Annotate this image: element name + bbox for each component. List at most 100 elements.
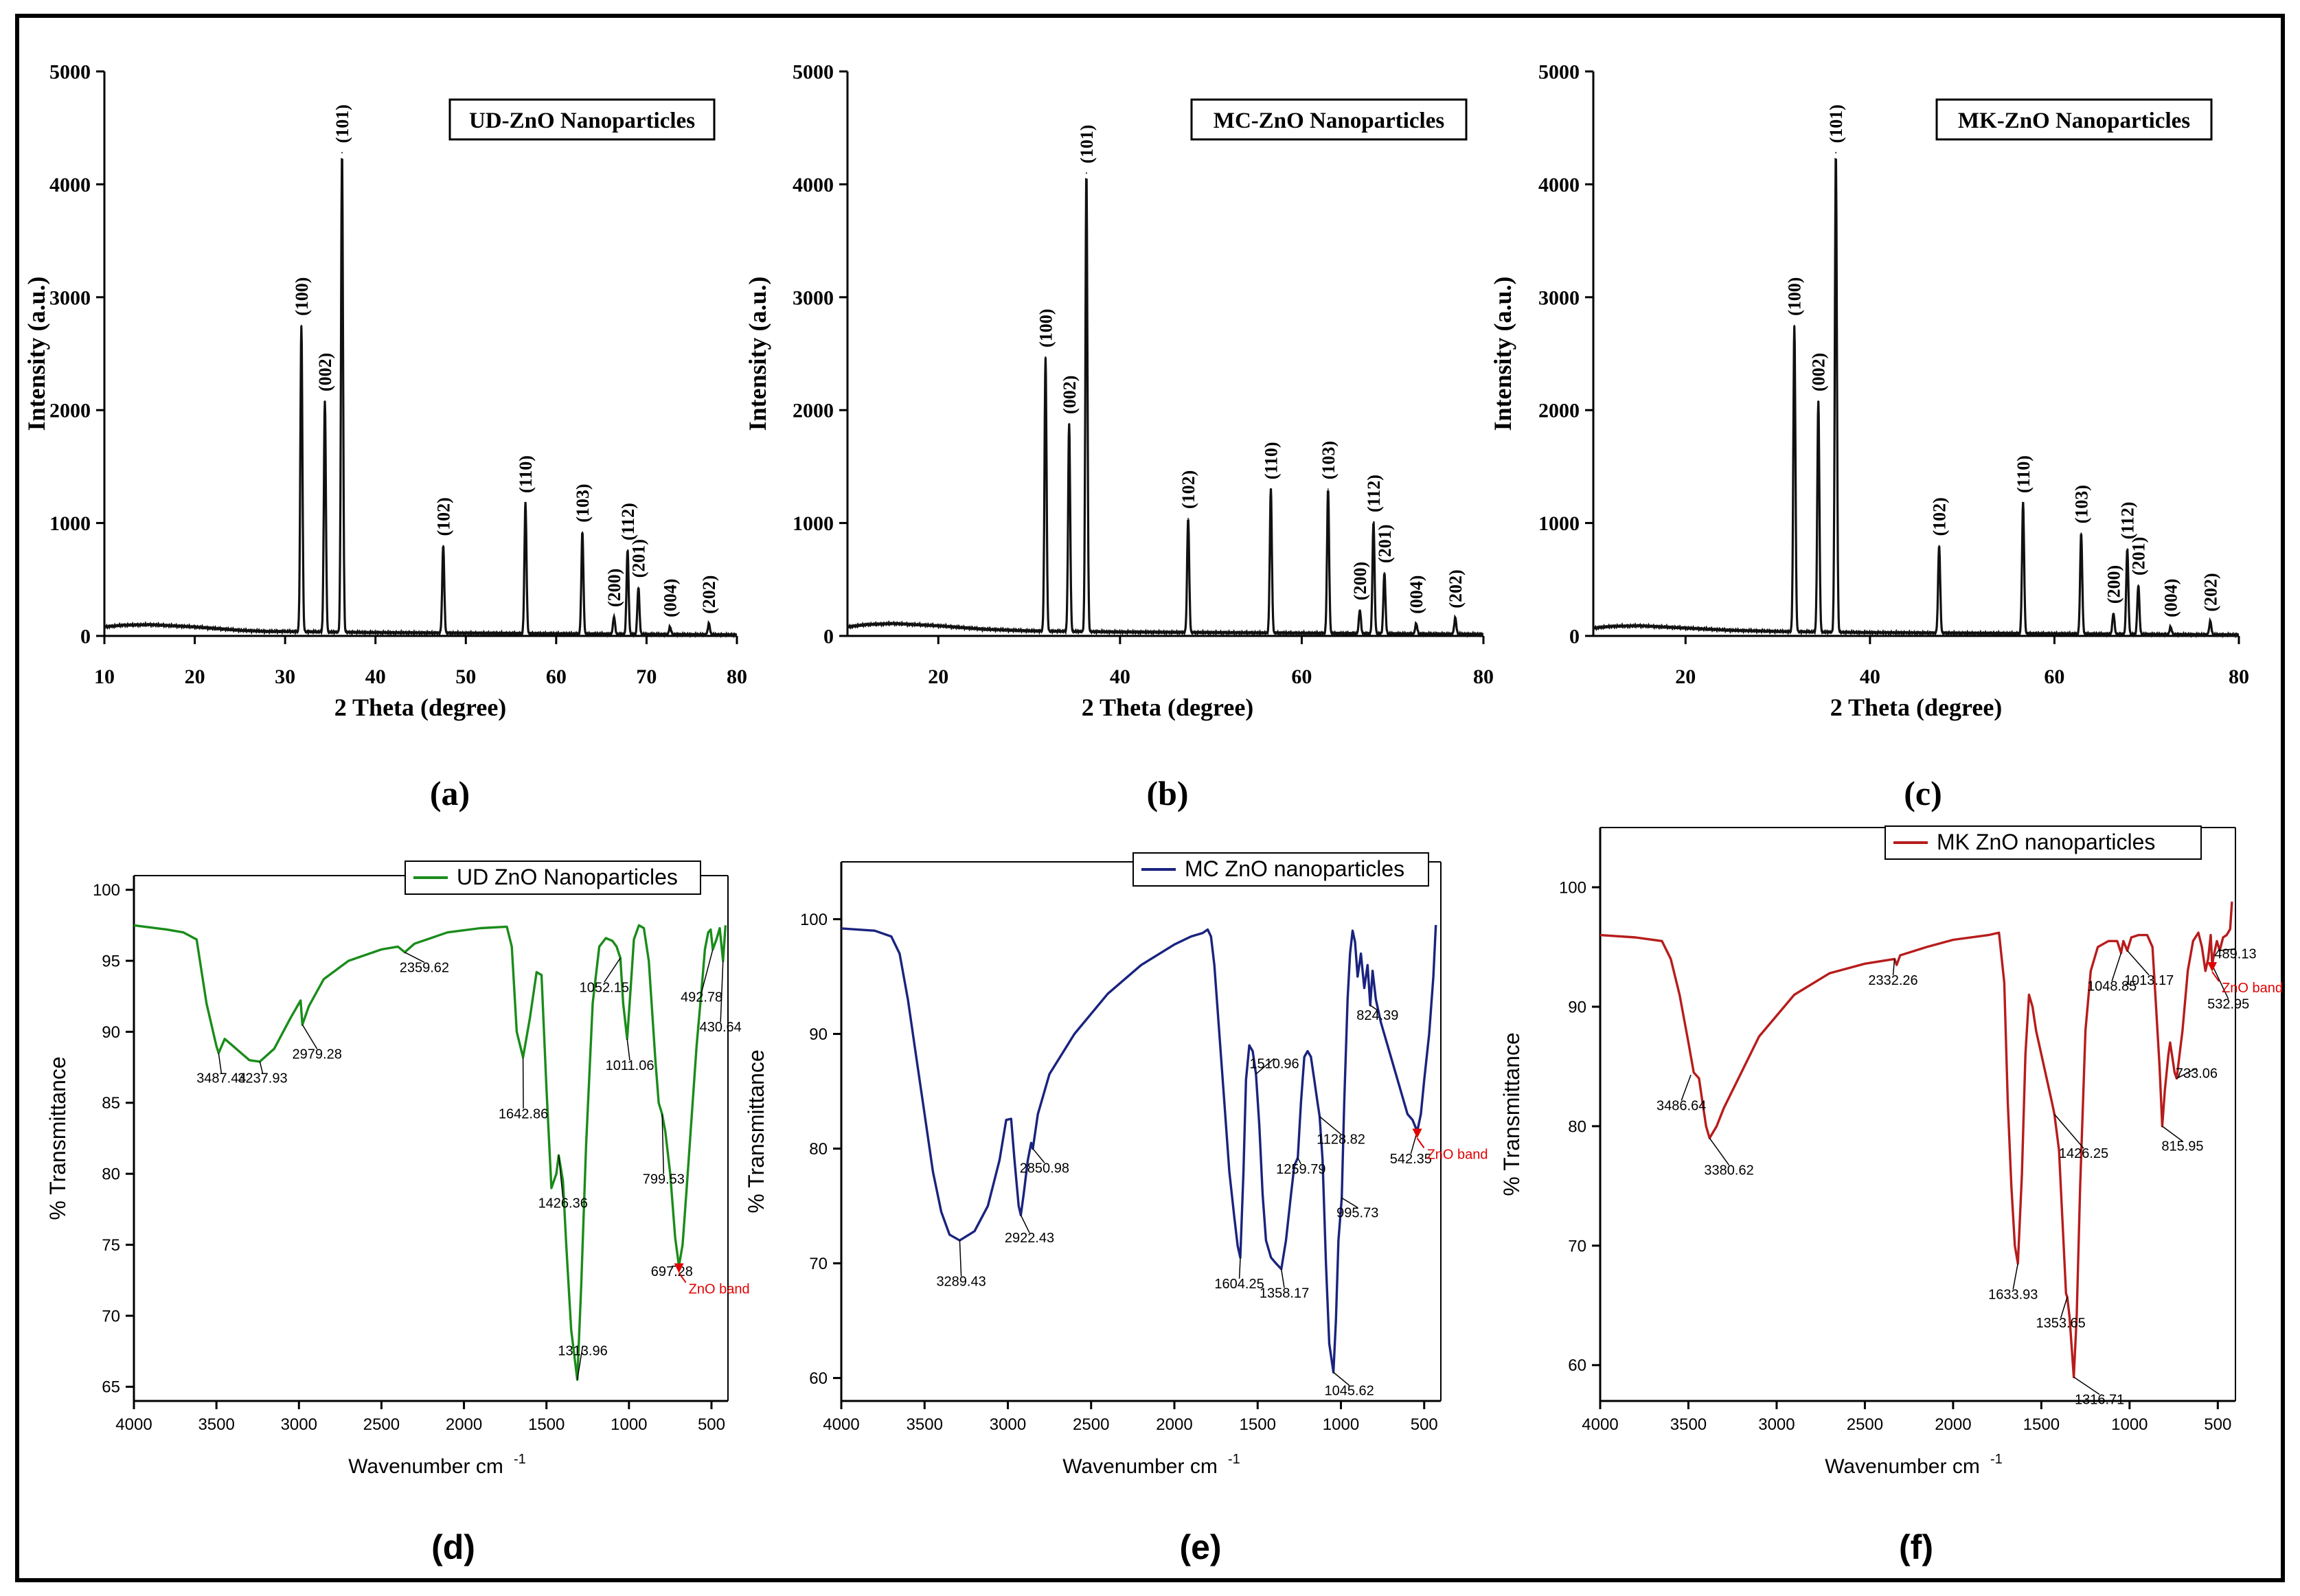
x-tick-label: 500: [698, 1415, 725, 1434]
annotation-leader: [1681, 1074, 1692, 1101]
y-axis-label: % Transmittance: [1499, 1032, 1524, 1196]
peak-point: [300, 324, 302, 326]
annotation-leader: [558, 1155, 564, 1198]
zno-band-arrow: [1412, 1128, 1422, 1139]
y-tick-label: 1000: [1538, 512, 1580, 535]
peak-annotation: 1642.86: [499, 1106, 548, 1121]
title-box: [1190, 98, 1468, 141]
peak-label: (100): [292, 277, 312, 316]
peak-point: [637, 586, 639, 589]
peak-annotation: 2332.26: [1868, 973, 1917, 988]
y-axis-label: % Transmittance: [744, 1049, 768, 1213]
peak-annotation: 1353.65: [2036, 1316, 2085, 1331]
y-tick-label: 65: [102, 1378, 120, 1397]
peak-point: [525, 502, 527, 504]
y-tick-label: 90: [809, 1025, 828, 1044]
peak-label: (002): [315, 353, 335, 391]
zno-band-label: ZnO band: [1427, 1148, 1488, 1163]
chart-title: MC-ZnO Nanoparticles: [1214, 109, 1445, 133]
y-tick-label: 70: [102, 1307, 120, 1325]
peak-point: [1835, 152, 1837, 154]
x-tick-label: 4000: [1582, 1415, 1618, 1434]
x-tick-label: 80: [1473, 665, 1494, 688]
y-tick-label: 4000: [1538, 174, 1580, 196]
peak-annotation: 3380.62: [1704, 1163, 1753, 1178]
x-tick-label: 10: [94, 665, 115, 688]
peak-annotation: 1045.62: [1324, 1383, 1374, 1398]
peak-label: (004): [661, 579, 681, 617]
x-tick-label: 40: [365, 665, 386, 688]
peak-point: [1045, 356, 1047, 358]
x-axis-label: 2 Theta (degree): [334, 694, 507, 721]
peak-point: [2170, 626, 2172, 628]
peak-label: (200): [604, 569, 624, 607]
panel-f: 4000 3500 3000 2500 2000 1500 1000 500 60 70 80 90 1…: [1499, 825, 2283, 1566]
peak-point: [613, 616, 615, 618]
x-tick-label: 2500: [1847, 1415, 1883, 1434]
panel-d: 4000 3500 3000 2500 2000 1500 1000 500 65 70 75 80 8…: [45, 860, 750, 1566]
y-tick-label: 95: [102, 952, 120, 970]
zno-band-leader: [1416, 1137, 1425, 1149]
peak-annotation: 733.06: [2176, 1067, 2218, 1082]
annotation-leader: [2161, 1126, 2183, 1142]
legend-box: [1132, 852, 1429, 887]
y-tick-label: 5000: [793, 61, 834, 84]
panel-b: 20 40 60 80 0 1000 2000 3000 4000 5000 2 Theta (de…: [744, 61, 1494, 813]
y-tick-label: 80: [1568, 1117, 1586, 1136]
y-tick-label: 1000: [49, 512, 91, 535]
x-tick-label: 2000: [1935, 1415, 1971, 1434]
annotation-leader: [1297, 1157, 1301, 1165]
y-tick-label: 5000: [1538, 61, 1580, 84]
peak-label: (112): [1364, 475, 1384, 512]
peak-annotation: 1048.85: [2087, 979, 2137, 994]
peak-point: [708, 622, 710, 624]
peak-label: (110): [1261, 442, 1281, 479]
x-tick-label: 60: [2044, 665, 2064, 688]
x-tick-label: 40: [1110, 665, 1130, 688]
x-tick-label: 500: [2204, 1415, 2231, 1434]
panel-label: (b): [1146, 774, 1188, 812]
peak-label: (201): [629, 539, 649, 578]
legend-box: [1885, 825, 2202, 860]
peak-point: [1454, 617, 1456, 619]
annotation-leader: [661, 1114, 665, 1174]
annotation-leader: [1369, 1005, 1378, 1011]
y-tick-label: 0: [1569, 626, 1580, 648]
peak-annotation: 3487.44: [196, 1071, 246, 1086]
x-tick-label: 20: [1675, 665, 1696, 688]
x-tick-label: 3500: [1670, 1415, 1707, 1434]
peak-annotation: 489.13: [2214, 947, 2256, 962]
title-box: [448, 98, 716, 141]
x-tick-label: 2500: [1073, 1415, 1109, 1434]
peak-label: (202): [2200, 573, 2220, 611]
x-axis-label: Wavenumber cm: [1825, 1455, 1980, 1478]
y-tick-label: 4000: [793, 174, 834, 196]
peak-point: [1372, 521, 1374, 523]
x-tick-label: 3500: [907, 1415, 943, 1434]
y-tick-label: 70: [809, 1255, 828, 1273]
annotation-leader: [404, 951, 425, 963]
y-tick-label: 60: [1568, 1356, 1586, 1375]
x-tick-label: 1500: [2023, 1415, 2060, 1434]
legend-box: [405, 860, 701, 895]
peak-annotation: 1316.71: [2075, 1393, 2124, 1408]
annotation-leader: [1709, 1137, 1730, 1165]
x-tick-label: 80: [2229, 665, 2249, 688]
y-tick-label: 100: [1559, 878, 1586, 897]
x-tick-label: 3000: [990, 1415, 1026, 1434]
annotation-leader: [1333, 1371, 1350, 1386]
peak-point: [669, 626, 671, 628]
panel-label: (c): [1904, 774, 1942, 812]
y-tick-label: 1000: [793, 512, 834, 535]
figure-frame: [15, 14, 2285, 1582]
peak-label: (100): [1036, 309, 1056, 347]
peak-label: (103): [573, 483, 593, 522]
annotation-leader: [1032, 1148, 1045, 1163]
x-axis-label-superscript: -1: [1990, 1452, 2003, 1467]
peak-point: [1359, 609, 1361, 611]
peak-annotation: 995.73: [1336, 1205, 1378, 1220]
x-tick-label: 20: [185, 665, 205, 688]
peak-label: (110): [516, 455, 536, 493]
panel-label: (a): [430, 774, 470, 812]
